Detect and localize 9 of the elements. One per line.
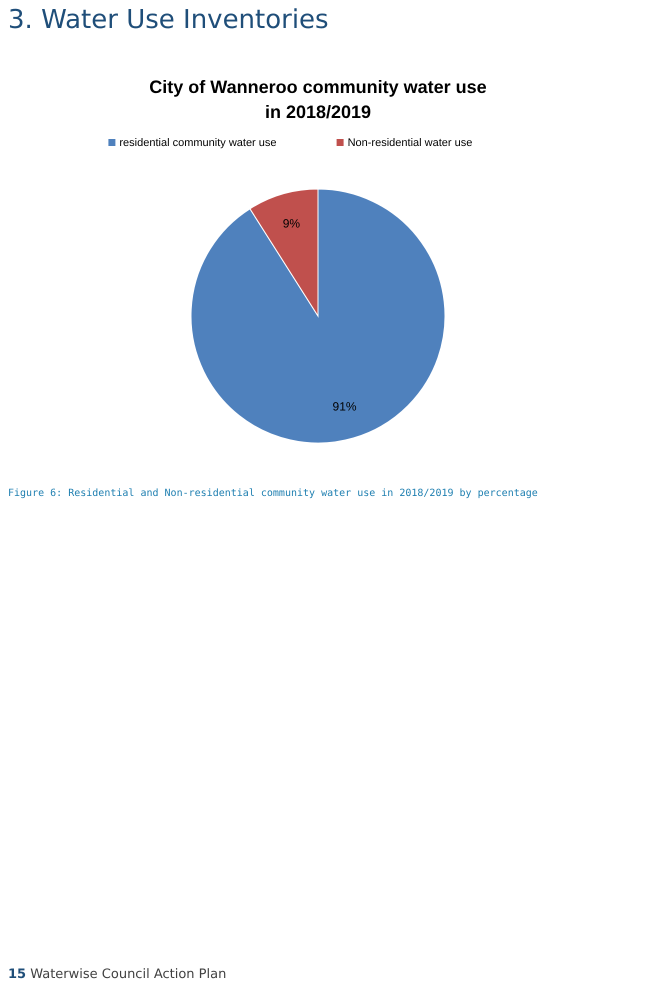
legend-label: residential community water use <box>119 137 277 149</box>
text: 15 Waterwise Council Action Plan <box>8 967 226 982</box>
data-label: 9% <box>282 216 300 231</box>
data-label: 91% <box>332 400 357 414</box>
chart-title: City of Wanneroo community water use in 2018/2019 <box>149 77 487 122</box>
legend-label: Non-residential water use <box>348 137 472 149</box>
caption: Figure 6: Residential and Non-residential community water use in 2018/2019 by percentage <box>8 488 538 499</box>
pie-slice <box>190 188 446 444</box>
text: 3. Water Use Inventories <box>8 5 329 35</box>
